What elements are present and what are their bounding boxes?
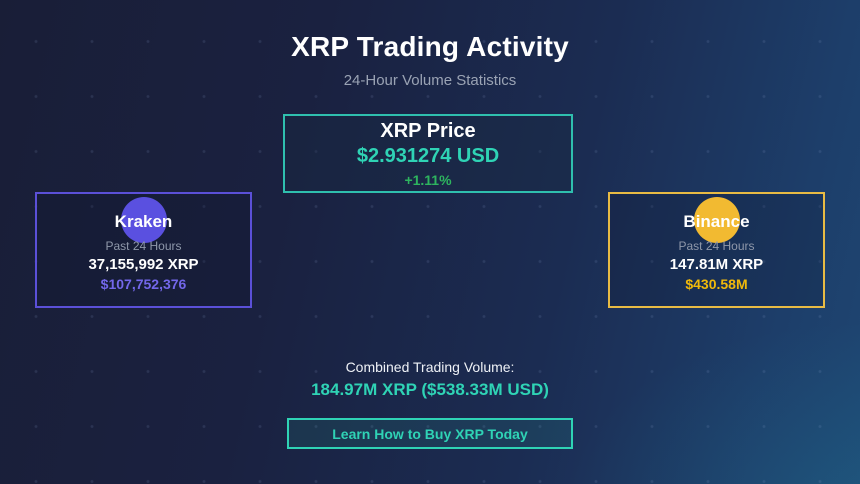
combined-volume-section: Combined Trading Volume: 184.97M XRP ($5… — [0, 357, 860, 401]
exchange-period: Past 24 Hours — [105, 239, 182, 253]
exchange-volume: 147.81M XRP — [669, 256, 764, 273]
binance-logo-circle-icon — [693, 197, 740, 243]
kraken-logo-circle-icon — [120, 197, 167, 243]
exchange-period: Past 24 Hours — [678, 239, 755, 253]
price-change-badge: +1.11% — [404, 171, 452, 188]
exchange-usd-value: $107,752,376 — [100, 276, 187, 292]
kraken-card: Kraken Past 24 Hours 37,155,992 XRP $107… — [35, 192, 252, 308]
exchange-usd-value: $430.58M — [685, 276, 748, 292]
page-subtitle: 24-Hour Volume Statistics — [343, 72, 517, 89]
exchange-name: Kraken — [114, 212, 173, 231]
exchange-volume: 37,155,992 XRP — [88, 256, 199, 273]
page-title: XRP Trading Activity — [291, 31, 569, 62]
combined-volume-label: Combined Trading Volume: — [345, 359, 515, 375]
price-card: XRP Price $2.931274 USD +1.11% — [283, 114, 573, 193]
exchange-name: Binance — [683, 212, 750, 231]
price-card-title: XRP Price — [380, 119, 476, 142]
buy-xrp-cta-button[interactable]: Learn How to Buy XRP Today — [287, 418, 573, 449]
price-value: $2.931274 USD — [356, 144, 500, 167]
binance-card: Binance Past 24 Hours 147.81M XRP $430.5… — [608, 192, 825, 308]
combined-volume-value: 184.97M XRP ($538.33M USD) — [311, 380, 549, 399]
